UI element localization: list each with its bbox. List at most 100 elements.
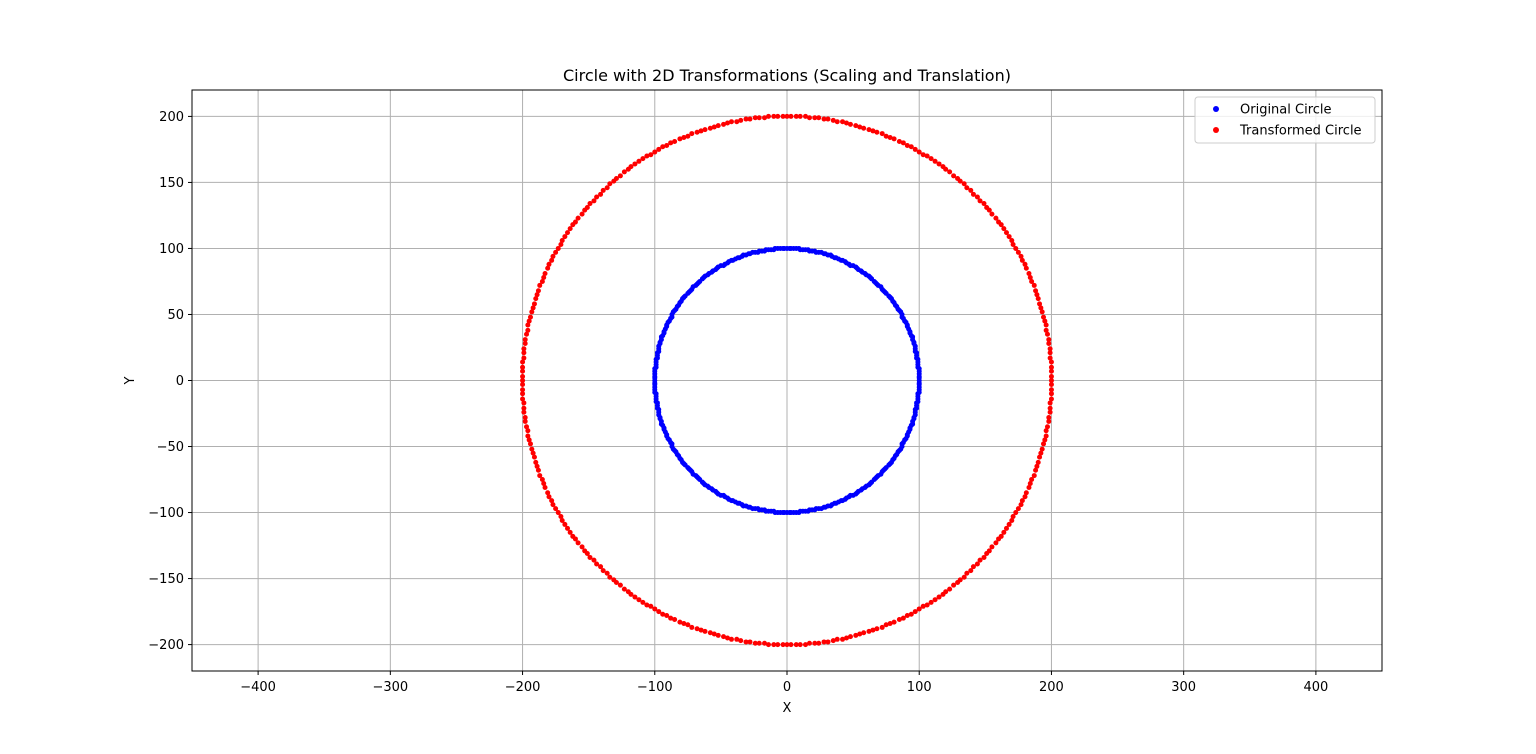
data-point [549, 498, 555, 504]
data-point [520, 359, 526, 365]
x-tick-label: 0 [783, 680, 791, 695]
data-point [940, 164, 946, 170]
data-point [567, 529, 573, 535]
data-point [904, 613, 910, 619]
data-point [648, 603, 654, 609]
data-point [689, 131, 695, 137]
data-point [756, 115, 762, 121]
data-point [715, 123, 721, 129]
data-point [533, 296, 539, 302]
data-point [542, 484, 548, 490]
data-point [825, 116, 831, 122]
data-point [711, 124, 717, 130]
data-point [1018, 253, 1024, 259]
data-point [1039, 446, 1045, 452]
data-point [1013, 245, 1019, 251]
data-point [1037, 301, 1043, 307]
data-point [656, 146, 662, 152]
data-point [520, 381, 526, 387]
data-point [834, 636, 840, 642]
data-point [968, 568, 974, 574]
data-point [857, 631, 863, 637]
data-point [900, 140, 906, 146]
data-point [541, 275, 547, 281]
data-point [598, 191, 604, 197]
data-point [1047, 405, 1053, 411]
data-point [1022, 261, 1028, 267]
scatter-points [520, 113, 1054, 648]
data-point [775, 113, 781, 119]
data-point [1009, 238, 1015, 244]
data-point [1043, 322, 1049, 328]
data-point [546, 494, 552, 500]
data-point [594, 194, 600, 200]
data-point [529, 446, 535, 452]
chart-title: Circle with 2D Transformations (Scaling … [563, 66, 1011, 85]
data-point [591, 198, 597, 204]
data-point [752, 640, 758, 646]
data-point [993, 540, 999, 546]
data-point [743, 639, 749, 645]
data-point [1006, 234, 1012, 240]
data-point [1043, 433, 1049, 439]
y-tick-label: 100 [159, 242, 184, 257]
data-point [520, 391, 526, 397]
data-point [834, 119, 840, 125]
data-point [711, 631, 717, 637]
data-point [1042, 318, 1048, 324]
data-point [520, 364, 526, 370]
data-point [1023, 265, 1029, 271]
data-point [821, 116, 827, 122]
data-point [924, 153, 930, 159]
data-point [1047, 409, 1053, 415]
data-point [780, 642, 786, 648]
series-transformed-circle [520, 113, 1054, 648]
data-point [621, 586, 627, 592]
data-point [648, 152, 654, 158]
data-point [1022, 494, 1028, 500]
data-point [584, 550, 590, 556]
data-point [524, 424, 530, 430]
data-point [784, 642, 790, 648]
data-point [1010, 514, 1016, 520]
data-point [707, 125, 713, 131]
data-point [797, 113, 803, 119]
data-point [526, 437, 532, 443]
data-point [1023, 490, 1029, 496]
data-point [853, 632, 859, 638]
plot-area [191, 89, 1383, 672]
data-point [565, 525, 571, 531]
data-point [951, 582, 957, 588]
data-point [1019, 498, 1025, 504]
data-point [853, 123, 859, 129]
data-point [1048, 391, 1054, 397]
data-point [883, 133, 889, 139]
data-point [1003, 230, 1009, 236]
data-point [694, 626, 700, 632]
data-point [870, 627, 876, 633]
data-point [672, 138, 678, 144]
data-point [803, 113, 809, 119]
data-point [1035, 296, 1041, 302]
data-point [844, 635, 849, 641]
data-point [957, 577, 963, 583]
data-point [530, 450, 536, 456]
x-axis-title: X [783, 701, 792, 716]
data-point [579, 544, 585, 550]
data-point [961, 574, 967, 580]
data-point [545, 265, 551, 271]
data-point [555, 245, 561, 251]
data-point [541, 480, 547, 486]
data-point [546, 261, 552, 267]
data-point [521, 355, 527, 361]
data-point [698, 128, 704, 134]
data-point [607, 181, 613, 187]
data-point [715, 632, 721, 638]
data-point [883, 622, 889, 628]
data-point [1047, 350, 1053, 356]
data-point [555, 510, 561, 516]
data-point [522, 418, 528, 424]
data-point [600, 568, 606, 574]
data-point [594, 561, 600, 567]
